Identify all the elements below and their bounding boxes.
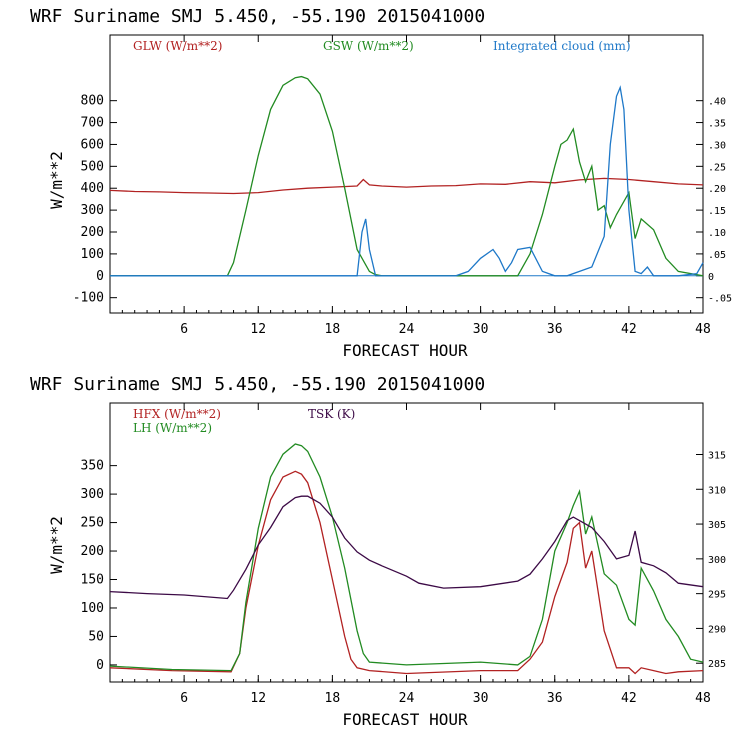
y2-tick-label: .30 <box>708 140 726 151</box>
y2-tick-label: 310 <box>708 485 726 496</box>
y2-tick-label: .25 <box>708 162 726 173</box>
y-tick-label: 50 <box>88 629 104 644</box>
series-line-integrated <box>110 85 704 277</box>
x-tick-label: 36 <box>547 322 563 337</box>
x-axis-label-bottom: FORECAST HOUR <box>342 710 468 729</box>
plot-frame-top <box>109 34 704 314</box>
y-tick-label: 700 <box>81 116 104 131</box>
y2-tick-label: 285 <box>708 659 726 670</box>
y-tick-label: -100 <box>73 291 104 306</box>
x-tick-label: 48 <box>695 322 711 337</box>
y2-tick-label: .15 <box>708 206 726 217</box>
y-tick-label: 100 <box>81 247 104 262</box>
y-tick-label: 350 <box>81 459 104 474</box>
y-tick-label: 300 <box>81 487 104 502</box>
y-tick-label: 200 <box>81 544 104 559</box>
x-tick-label: 30 <box>473 322 489 337</box>
series-line-hfx <box>109 470 704 675</box>
legend-lh: LH (W/m**2) <box>133 421 212 435</box>
x-ticks-top: 6 12 18 24 30 36 42 48 <box>121 35 711 337</box>
chart-panel-bottom: WRF Suriname SMJ 5.450, -55.190 20150410… <box>30 374 726 729</box>
legend-hfx: HFX (W/m**2) <box>133 407 221 421</box>
y-tick-label: 0 <box>96 658 104 673</box>
y-axis-label-bottom: W/m**2 <box>47 516 66 574</box>
y-tick-label: 200 <box>81 225 104 240</box>
x-tick-label: 18 <box>325 322 341 337</box>
plot-frame-bottom <box>109 402 704 683</box>
y-tick-label: 300 <box>81 203 104 218</box>
y2-tick-label: 305 <box>708 520 726 531</box>
y-tick-label: 150 <box>81 573 104 588</box>
x-tick-label: 6 <box>180 691 188 706</box>
x-tick-label: 24 <box>399 691 415 706</box>
series-line-glw <box>109 177 704 195</box>
y-tick-label: 800 <box>81 94 104 109</box>
legend-glw: GLW (W/m**2) <box>133 39 222 53</box>
x-tick-label: 6 <box>180 322 188 337</box>
y2-tick-label: .10 <box>708 228 726 239</box>
y-tick-label: 500 <box>81 159 104 174</box>
x-tick-label: 36 <box>547 691 563 706</box>
legend-tsk: TSK (K) <box>308 407 355 421</box>
x-tick-label: 12 <box>250 691 266 706</box>
y-tick-label: 600 <box>81 137 104 152</box>
y2-ticks-top: -.05 0 .05 .10 .15 .20 .25 .30 .35 .40 <box>696 97 732 305</box>
y-tick-label: 400 <box>81 181 104 196</box>
y-tick-label: 100 <box>81 601 104 616</box>
y2-tick-label: .35 <box>708 119 726 130</box>
series-line-tsk <box>109 495 704 600</box>
chart-title-top: WRF Suriname SMJ 5.450, -55.190 20150410… <box>30 6 485 27</box>
x-tick-label: 42 <box>621 322 637 337</box>
series-line-gsw <box>110 75 704 277</box>
series-group-top <box>109 75 704 277</box>
y2-tick-label: 295 <box>708 590 726 601</box>
legend-gsw: GSW (W/m**2) <box>323 39 414 53</box>
x-tick-label: 12 <box>250 322 266 337</box>
y2-tick-label: .20 <box>708 184 726 195</box>
x-tick-label: 18 <box>325 691 341 706</box>
y-axis-label-top: W/m**2 <box>47 151 66 209</box>
y-ticks-bottom: 0 50 100 150 200 250 300 350 <box>81 459 117 673</box>
series-group-bottom <box>109 443 704 675</box>
y2-tick-label: .05 <box>708 250 726 261</box>
y2-tick-label: -.05 <box>708 294 732 305</box>
chart-panel-top: WRF Suriname SMJ 5.450, -55.190 20150410… <box>30 6 732 360</box>
y2-ticks-bottom: 285 290 295 300 305 310 315 <box>696 450 726 670</box>
y-ticks-top: -100 0 100 200 300 400 500 600 700 800 <box>73 94 117 306</box>
x-ticks-bottom: 6 12 18 24 30 36 42 48 <box>121 403 711 706</box>
chart-title-bottom: WRF Suriname SMJ 5.450, -55.190 20150410… <box>30 374 485 395</box>
x-tick-label: 30 <box>473 691 489 706</box>
y2-tick-label: 300 <box>708 555 726 566</box>
y-tick-label: 250 <box>81 516 104 531</box>
y2-tick-label: 290 <box>708 624 726 635</box>
x-tick-label: 42 <box>621 691 637 706</box>
series-line-lh <box>109 443 704 672</box>
legend-integrated-cloud: Integrated cloud (mm) <box>493 39 631 53</box>
y2-tick-label: 315 <box>708 450 726 461</box>
x-axis-label-top: FORECAST HOUR <box>342 341 468 360</box>
y2-tick-label: .40 <box>708 97 726 108</box>
x-tick-label: 48 <box>695 691 711 706</box>
y-tick-label: 0 <box>96 269 104 284</box>
y2-tick-label: 0 <box>708 272 714 283</box>
x-tick-label: 24 <box>399 322 415 337</box>
